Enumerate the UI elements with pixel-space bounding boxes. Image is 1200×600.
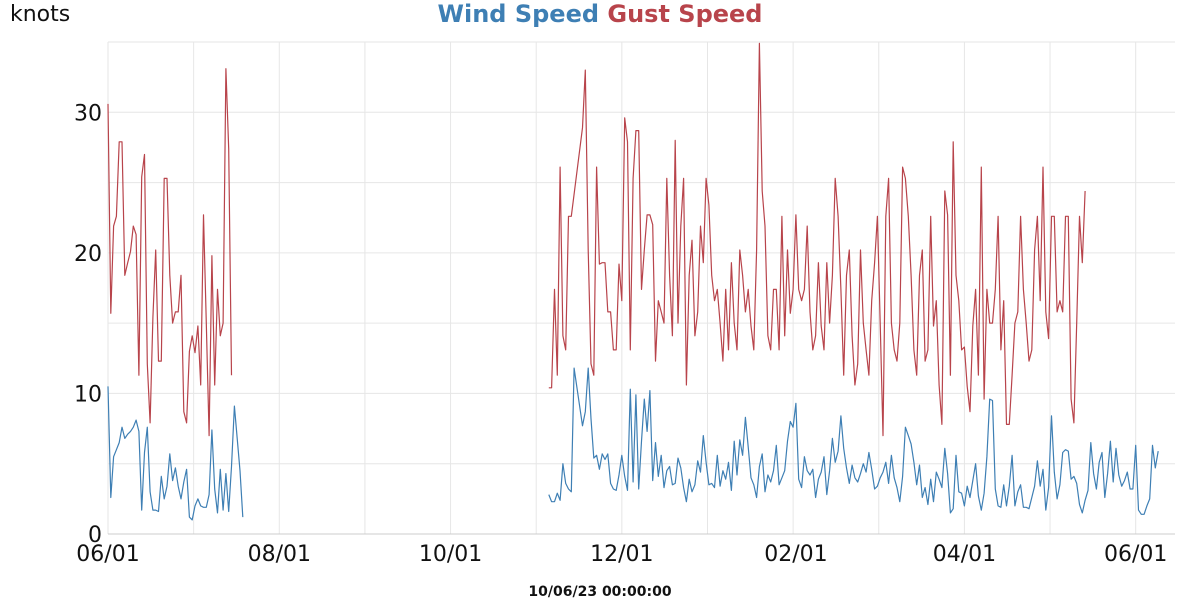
wind-speed-line <box>548 367 1159 515</box>
gust-speed-line <box>548 42 1086 437</box>
y-tick-label: 0 <box>88 523 102 548</box>
wind-speed-line <box>107 386 244 521</box>
x-tick-label: 08/01 <box>248 542 311 567</box>
legend-wind-speed: Wind Speed <box>437 0 600 28</box>
x-tick-label: 12/01 <box>590 542 653 567</box>
y-tick-label: 10 <box>74 382 102 407</box>
y-tick-label: 20 <box>74 242 102 267</box>
gust-speed-line <box>107 68 233 437</box>
x-tick-label: 04/01 <box>933 542 996 567</box>
x-tick-label: 06/01 <box>76 542 139 567</box>
legend-gust-speed: Gust Speed <box>607 0 763 28</box>
y-tick-labels: 0 10 20 30 <box>74 101 102 548</box>
x-tick-label: 02/01 <box>764 542 827 567</box>
chart-title: Wind Speed Gust Speed <box>0 0 1200 28</box>
x-tick-labels: 06/01 08/01 10/01 12/01 02/01 04/01 06/01 <box>76 542 1167 567</box>
series-lines <box>107 42 1159 521</box>
y-axis-unit-label: knots <box>10 2 71 27</box>
y-tick-label: 30 <box>74 101 102 126</box>
footer-timestamp: 10/06/23 00:00:00 <box>528 584 672 600</box>
x-tick-label: 06/01 <box>1104 542 1167 567</box>
x-tick-label: 10/01 <box>419 542 482 567</box>
